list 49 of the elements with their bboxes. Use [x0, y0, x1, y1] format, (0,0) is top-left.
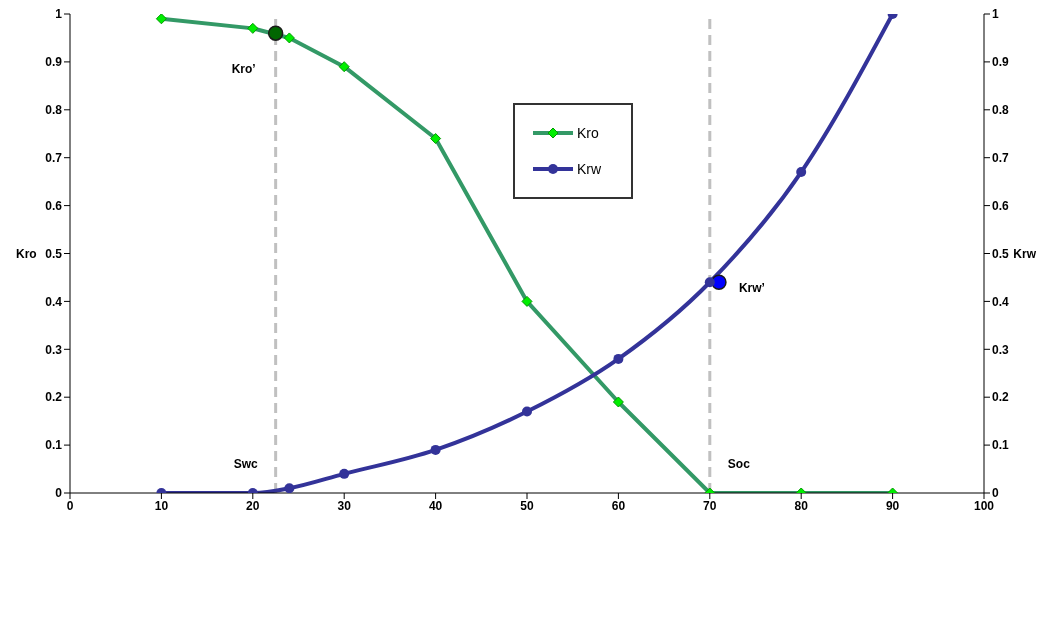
x-tick-label: 60: [611, 498, 626, 513]
y-tick-label: 0.2: [45, 390, 63, 405]
y-tick-label: 1: [55, 7, 63, 22]
point: [704, 277, 715, 288]
x-tick-label: 100: [973, 498, 995, 513]
x-tick-label: 90: [885, 498, 900, 513]
y2-tick-label: 0.5: [992, 246, 1010, 261]
y2-tick-label: 0: [992, 486, 999, 501]
y-tick-label: 0.5: [45, 246, 63, 261]
y2-tick-label: 0.2: [992, 390, 1010, 405]
legend-label: Krw: [577, 161, 602, 177]
x-tick-label: 50: [520, 498, 534, 513]
x-tick-label: 40: [428, 498, 443, 513]
x-tick-label: 70: [703, 498, 717, 513]
y-tick-label: 0.3: [45, 342, 63, 357]
legend-label: Kro: [577, 125, 599, 141]
y2-tick-label: 0.9: [992, 55, 1010, 70]
y2-axis-title: Krw: [1013, 246, 1037, 261]
y-tick-label: 0: [55, 486, 63, 501]
x-tick-label: 10: [154, 498, 169, 513]
y-tick-label: 0.7: [45, 150, 63, 165]
point: [339, 468, 350, 479]
x-tick-label: 30: [337, 498, 352, 513]
y-tick-label: 0.4: [45, 294, 63, 309]
y-tick-label: 0.9: [45, 55, 63, 70]
x-tick-label: 20: [246, 498, 260, 513]
point: [522, 406, 532, 417]
annotation: Kro’: [231, 62, 256, 77]
point: [430, 444, 441, 455]
point: [267, 25, 284, 41]
y2-tick-label: 0.7: [992, 150, 1010, 165]
ref-line-label: Soc: [727, 457, 751, 471]
y2-tick-label: 1: [992, 7, 999, 22]
y2-tick-label: 0.4: [992, 294, 1010, 309]
y-tick-label: 0.8: [45, 103, 63, 118]
y-axis-title: Kro: [16, 246, 37, 261]
y2-tick-label: 0.6: [992, 198, 1010, 213]
point: [284, 483, 295, 493]
y2-tick-label: 0.1: [992, 438, 1010, 453]
x-tick-label: 0: [66, 498, 74, 513]
ref-line-label: Swc: [233, 457, 258, 471]
y2-tick-label: 0.3: [992, 342, 1010, 357]
y2-tick-label: 0.8: [992, 103, 1010, 118]
annotation: Krw’: [738, 281, 765, 296]
x-tick-label: 80: [794, 498, 809, 513]
point: [796, 167, 807, 178]
y-tick-label: 0.6: [45, 198, 63, 213]
y-tick-label: 0.1: [45, 438, 63, 453]
point: [613, 353, 624, 364]
